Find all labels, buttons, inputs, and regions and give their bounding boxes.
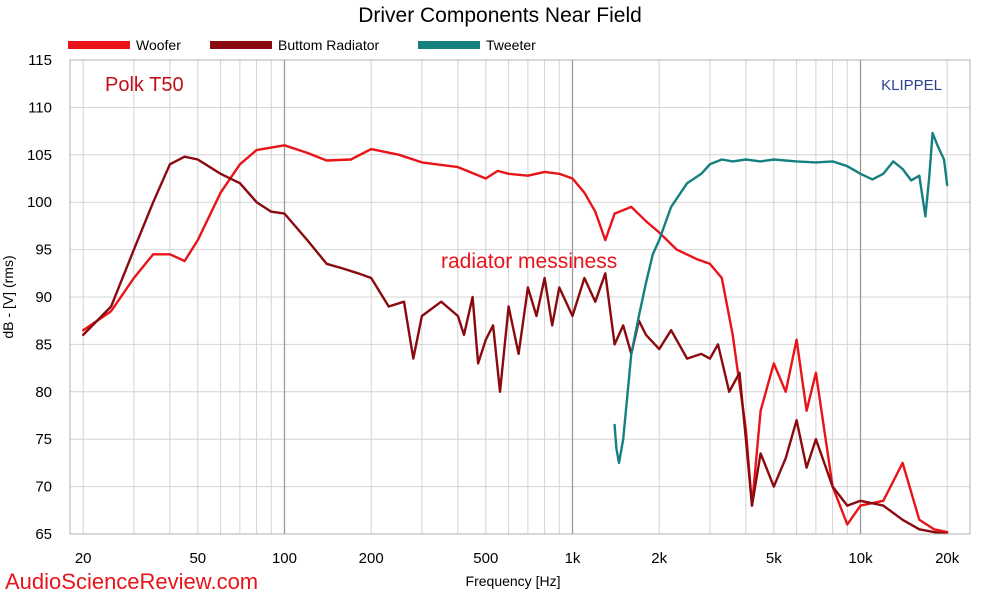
annotation-radiator-messiness: radiator messiness <box>441 250 617 273</box>
x-tick-label: 1k <box>565 550 581 567</box>
x-tick-label: 20 <box>75 550 92 567</box>
x-tick-label: 50 <box>189 550 206 567</box>
watermark-text: AudioScienceReview.com <box>5 569 258 594</box>
x-tick-label: 500 <box>473 550 498 567</box>
y-tick-label: 95 <box>35 242 52 259</box>
x-tick-label: 200 <box>359 550 384 567</box>
y-tick-label: 65 <box>35 526 52 543</box>
series-line-woofer <box>82 144 949 534</box>
annotation-product-name: Polk T50 <box>105 74 184 96</box>
y-tick-label: 80 <box>35 384 52 401</box>
x-tick-label: 10k <box>848 550 873 567</box>
legend-swatch <box>418 41 480 49</box>
y-tick-label: 90 <box>35 289 52 306</box>
y-tick-label: 75 <box>35 431 52 448</box>
legend-label: Woofer <box>136 37 181 53</box>
x-tick-label: 2k <box>651 550 667 567</box>
y-axis-ticks: 65 70 75 80 85 90 95 100 105 110 115 <box>27 52 52 543</box>
y-tick-label: 85 <box>35 336 52 353</box>
series-layer <box>82 131 949 534</box>
x-axis-label: Frequency [Hz] <box>466 573 561 589</box>
legend-swatch <box>68 41 130 49</box>
series-line-tweeter <box>613 131 949 465</box>
plot-area <box>69 59 971 535</box>
chart-title: Driver Components Near Field <box>358 4 642 27</box>
legend-swatch <box>210 41 272 49</box>
y-tick-label: 105 <box>27 147 52 164</box>
legend-label: Buttom Radiator <box>278 37 379 53</box>
x-tick-label: 20k <box>935 550 960 567</box>
y-axis-label: dB - [V] (rms) <box>0 255 16 338</box>
legend: Woofer Buttom Radiator Tweeter <box>68 37 536 53</box>
x-axis-ticks: 20 50 100 200 500 1k 2k 5k 10k 20k <box>75 550 960 567</box>
legend-label: Tweeter <box>486 37 536 53</box>
y-tick-label: 115 <box>28 52 52 69</box>
y-tick-label: 110 <box>28 99 52 116</box>
y-tick-label: 70 <box>35 479 52 496</box>
x-tick-label: 100 <box>272 550 297 567</box>
series-line-buttom-radiator <box>82 155 949 534</box>
annotation-klippel-brand: KLIPPEL <box>881 77 942 94</box>
plot-frame <box>69 59 971 535</box>
x-tick-label: 5k <box>766 550 782 567</box>
y-tick-label: 100 <box>27 194 52 211</box>
